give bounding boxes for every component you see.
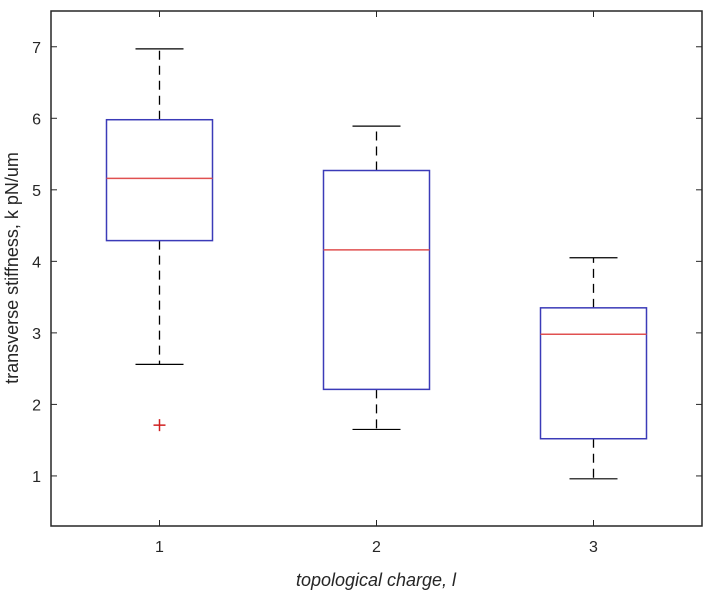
box-2 <box>322 125 431 431</box>
iqr-box <box>539 307 648 440</box>
y-tick-label: 1 <box>32 469 41 486</box>
x-tick-label: 3 <box>589 539 598 556</box>
plot-frame <box>50 10 703 527</box>
y-tick-label: 4 <box>32 254 41 271</box>
x-tick-label: 1 <box>155 539 164 556</box>
outlier-marker <box>153 419 166 432</box>
box-3 <box>539 257 648 480</box>
iqr-box <box>105 118 214 242</box>
iqr-box <box>322 169 431 391</box>
y-tick-label: 5 <box>32 183 41 200</box>
y-tick-label: 3 <box>32 326 41 343</box>
y-tick-label: 6 <box>32 111 41 128</box>
box-1 <box>105 48 214 432</box>
y-axis-title: transverse stiffness, k pN/um <box>2 152 22 384</box>
x-axis-title: topological charge, l <box>296 570 457 590</box>
y-tick-label: 2 <box>32 397 41 414</box>
x-tick-label: 2 <box>372 539 381 556</box>
box-series <box>105 48 648 480</box>
y-tick-label: 7 <box>32 40 41 57</box>
plot-axes: 1 2 3 4 5 6 7 1 2 3 <box>32 10 703 556</box>
